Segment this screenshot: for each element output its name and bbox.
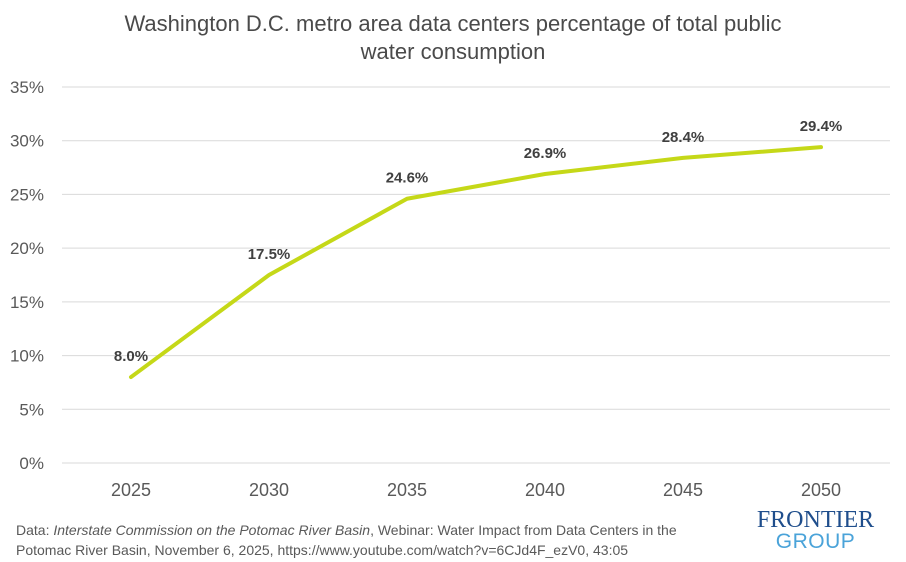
gridlines [62, 86, 890, 464]
logo-top-text: FRONTIER [756, 507, 875, 533]
x-tick-label: 2040 [525, 480, 565, 500]
data-label: 17.5% [248, 246, 291, 263]
source-org: Interstate Commission on the Potomac Riv… [53, 522, 371, 538]
y-tick-label: 5% [19, 400, 44, 419]
x-tick-label: 2045 [663, 480, 703, 500]
data-label: 8.0% [114, 348, 148, 365]
x-tick-label: 2025 [111, 480, 151, 500]
data-labels: 8.0% 17.5% 24.6% 26.9% 28.4% 29.4% [114, 118, 843, 378]
source-rest: , Webinar: Water Impact from Data Center… [370, 522, 677, 538]
y-tick-label: 10% [10, 347, 44, 366]
source-prefix: Data: [16, 522, 54, 538]
chart-title-line-1: Washington D.C. metro area data centers … [124, 11, 782, 36]
data-label: 28.4% [662, 129, 705, 146]
x-axis: 2025 2030 2035 2040 2045 2050 [111, 480, 841, 500]
y-tick-label: 0% [19, 454, 44, 473]
y-tick-label: 30% [10, 132, 44, 151]
data-label: 26.9% [524, 145, 567, 162]
y-tick-label: 25% [10, 185, 44, 204]
x-tick-label: 2035 [387, 480, 427, 500]
y-tick-label: 15% [10, 293, 44, 312]
chart-title: Washington D.C. metro area data centers … [60, 10, 846, 66]
frontier-group-logo: FRONTIER GROUP [748, 508, 883, 552]
source-line-2: Potomac River Basin, November 6, 2025, h… [16, 542, 629, 558]
chart-title-line-2: water consumption [360, 39, 546, 64]
x-tick-label: 2050 [801, 480, 841, 500]
x-tick-label: 2030 [249, 480, 289, 500]
source-note: Data: Interstate Commission on the Potom… [16, 520, 736, 560]
data-label: 24.6% [386, 170, 429, 187]
series-line [129, 145, 823, 380]
y-tick-label: 20% [10, 239, 44, 258]
y-axis: 0% 5% 10% 15% 20% 25% 30% 35% [10, 78, 44, 473]
y-tick-label: 35% [10, 78, 44, 97]
logo-bottom-text: GROUP [775, 530, 856, 553]
data-label: 29.4% [800, 118, 843, 135]
